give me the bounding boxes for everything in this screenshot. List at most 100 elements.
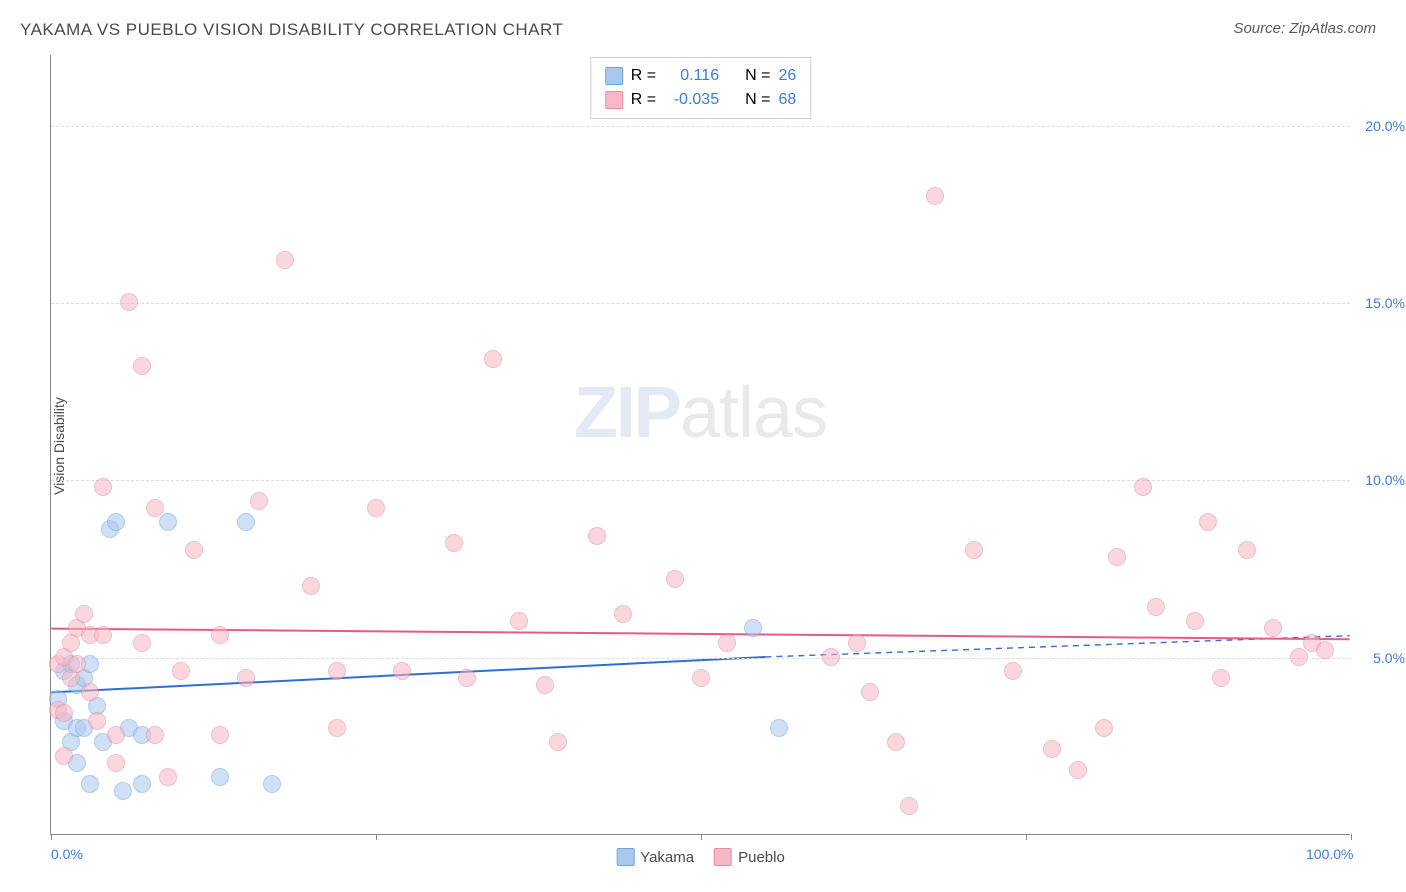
data-point	[1108, 548, 1126, 566]
data-point	[237, 669, 255, 687]
legend-r-label: R =	[631, 64, 656, 88]
data-point	[549, 733, 567, 751]
data-point	[1134, 478, 1152, 496]
data-point	[81, 775, 99, 793]
data-point	[666, 570, 684, 588]
x-tick-mark	[376, 834, 377, 840]
data-point	[1095, 719, 1113, 737]
y-tick-label: 15.0%	[1365, 295, 1405, 311]
data-point	[120, 293, 138, 311]
data-point	[614, 605, 632, 623]
data-point	[133, 634, 151, 652]
data-point	[1147, 598, 1165, 616]
data-point	[510, 612, 528, 630]
data-point	[94, 478, 112, 496]
data-point	[146, 499, 164, 517]
gridline	[51, 658, 1350, 659]
data-point	[68, 655, 86, 673]
data-point	[770, 719, 788, 737]
swatch-icon	[605, 91, 623, 109]
x-tick-mark	[1351, 834, 1352, 840]
data-point	[692, 669, 710, 687]
source-credit: Source: ZipAtlas.com	[1233, 20, 1376, 37]
chart-title: YAKAMA VS PUEBLO VISION DISABILITY CORRE…	[20, 20, 563, 40]
data-point	[1264, 619, 1282, 637]
data-point	[185, 541, 203, 559]
x-tick-mark	[701, 834, 702, 840]
legend-n-label: N =	[745, 64, 770, 88]
swatch-icon	[714, 848, 732, 866]
gridline	[51, 480, 1350, 481]
data-point	[172, 662, 190, 680]
data-point	[107, 726, 125, 744]
data-point	[861, 683, 879, 701]
data-point	[94, 626, 112, 644]
data-point	[55, 704, 73, 722]
legend-label: Yakama	[640, 849, 694, 866]
data-point	[965, 541, 983, 559]
legend-r-value: -0.035	[664, 88, 719, 112]
gridline	[51, 126, 1350, 127]
y-tick-label: 20.0%	[1365, 118, 1405, 134]
data-point	[536, 676, 554, 694]
legend-item-pueblo: Pueblo	[714, 848, 785, 866]
data-point	[211, 768, 229, 786]
x-tick-mark	[51, 834, 52, 840]
data-point	[900, 797, 918, 815]
data-point	[1212, 669, 1230, 687]
y-tick-label: 10.0%	[1365, 472, 1405, 488]
data-point	[887, 733, 905, 751]
data-point	[1290, 648, 1308, 666]
trend-lines	[51, 55, 1350, 834]
legend-n-label: N =	[745, 88, 770, 112]
data-point	[1186, 612, 1204, 630]
data-point	[107, 513, 125, 531]
data-point	[159, 768, 177, 786]
data-point	[263, 775, 281, 793]
scatter-plot: ZIPatlas R = 0.116 N = 26 R = -0.035 N =…	[50, 55, 1350, 835]
swatch-icon	[616, 848, 634, 866]
data-point	[718, 634, 736, 652]
legend-item-yakama: Yakama	[616, 848, 694, 866]
x-tick-mark	[1026, 834, 1027, 840]
data-point	[926, 187, 944, 205]
data-point	[211, 626, 229, 644]
legend-n-value: 26	[778, 64, 796, 88]
data-point	[88, 712, 106, 730]
data-point	[75, 605, 93, 623]
data-point	[302, 577, 320, 595]
data-point	[114, 782, 132, 800]
data-point	[822, 648, 840, 666]
gridline	[51, 303, 1350, 304]
data-point	[484, 350, 502, 368]
legend-correlation: R = 0.116 N = 26 R = -0.035 N = 68	[590, 57, 811, 119]
data-point	[250, 492, 268, 510]
data-point	[1043, 740, 1061, 758]
data-point	[211, 726, 229, 744]
data-point	[133, 357, 151, 375]
data-point	[588, 527, 606, 545]
legend-n-value: 68	[778, 88, 796, 112]
data-point	[133, 775, 151, 793]
data-point	[328, 719, 346, 737]
data-point	[1004, 662, 1022, 680]
data-point	[107, 754, 125, 772]
data-point	[393, 662, 411, 680]
data-point	[367, 499, 385, 517]
data-point	[744, 619, 762, 637]
data-point	[159, 513, 177, 531]
data-point	[146, 726, 164, 744]
data-point	[1316, 641, 1334, 659]
data-point	[1069, 761, 1087, 779]
data-point	[1199, 513, 1217, 531]
y-tick-label: 5.0%	[1373, 650, 1405, 666]
data-point	[328, 662, 346, 680]
data-point	[81, 683, 99, 701]
legend-row-pueblo: R = -0.035 N = 68	[605, 88, 796, 112]
legend-r-value: 0.116	[664, 64, 719, 88]
data-point	[276, 251, 294, 269]
data-point	[55, 747, 73, 765]
data-point	[445, 534, 463, 552]
swatch-icon	[605, 67, 623, 85]
data-point	[458, 669, 476, 687]
